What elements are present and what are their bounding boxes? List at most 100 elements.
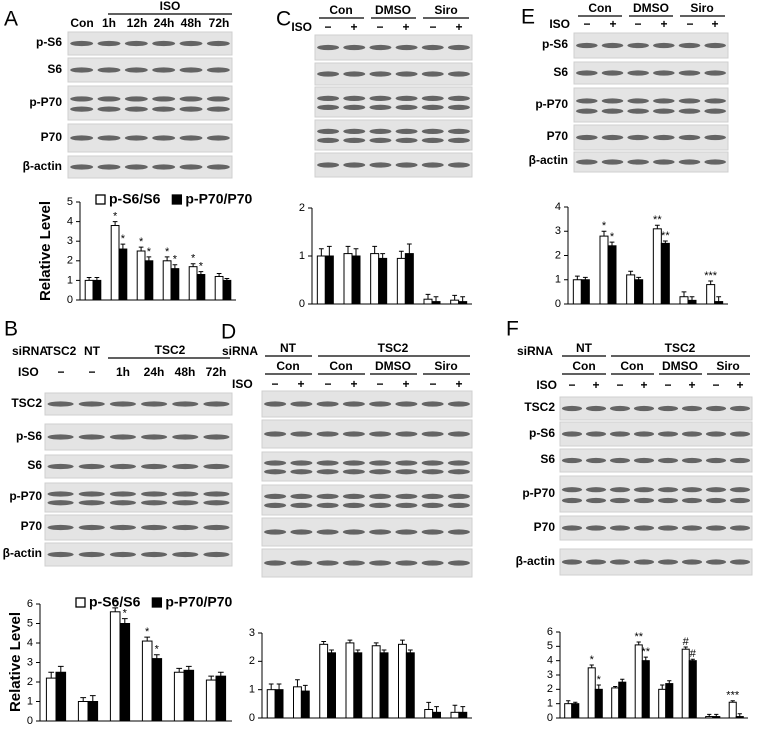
blot-band bbox=[704, 70, 726, 76]
blot-band bbox=[316, 560, 339, 566]
blot-band bbox=[342, 401, 365, 407]
blot-band bbox=[264, 401, 287, 407]
row-label: β-actin bbox=[516, 554, 555, 568]
blot-band bbox=[317, 71, 340, 77]
blot-band bbox=[633, 559, 655, 565]
y-tick-label: 2 bbox=[547, 683, 553, 695]
bar bbox=[266, 689, 276, 719]
error-bar bbox=[643, 656, 648, 661]
sirna-group: TSC2 bbox=[665, 341, 696, 355]
blot-band bbox=[78, 463, 105, 470]
bar bbox=[77, 701, 89, 722]
error-bar bbox=[112, 607, 119, 612]
error-bar bbox=[601, 230, 607, 237]
bar bbox=[594, 688, 603, 719]
bar bbox=[687, 299, 697, 305]
blot-band bbox=[124, 135, 148, 141]
group-label: Siro bbox=[434, 3, 457, 17]
blot-band bbox=[290, 560, 313, 566]
iso-label: ISO bbox=[160, 0, 181, 13]
blot-band bbox=[97, 40, 121, 47]
blot-strip bbox=[573, 124, 729, 151]
blot-band bbox=[179, 135, 203, 141]
error-bar bbox=[138, 246, 144, 251]
row-label: p-S6 bbox=[529, 426, 555, 440]
significance-label: * bbox=[145, 626, 150, 638]
blot-band bbox=[653, 108, 675, 114]
significance-label: # bbox=[683, 636, 690, 648]
group-label: Con bbox=[588, 1, 611, 15]
bar bbox=[214, 275, 224, 301]
blot-band bbox=[585, 487, 607, 493]
treatment-sign: + bbox=[640, 378, 647, 392]
error-bar bbox=[730, 700, 735, 703]
blot-band bbox=[678, 159, 701, 165]
panel-letter: D bbox=[221, 321, 236, 344]
blot-band bbox=[70, 96, 94, 102]
error-bar bbox=[609, 241, 615, 246]
treatment-sign: + bbox=[660, 17, 667, 31]
blot-band bbox=[609, 487, 631, 493]
blot-band bbox=[447, 162, 470, 168]
blot-band bbox=[609, 457, 631, 464]
blot-band bbox=[203, 401, 230, 407]
blot-band bbox=[447, 128, 470, 134]
blot-band bbox=[316, 460, 339, 466]
blot-band bbox=[421, 460, 444, 466]
row-label: TSC2 bbox=[524, 400, 555, 414]
error-bar bbox=[321, 641, 327, 645]
y-tick-label: 5 bbox=[547, 640, 553, 652]
blot-band bbox=[317, 104, 340, 110]
blot-band bbox=[609, 497, 631, 504]
blot-band bbox=[633, 405, 655, 412]
sirna-label: siRNA bbox=[12, 344, 48, 358]
bar bbox=[432, 711, 441, 719]
error-bar bbox=[372, 245, 378, 254]
error-bar bbox=[355, 649, 361, 653]
treatment-sign: − bbox=[324, 20, 331, 34]
blot-band bbox=[447, 95, 470, 101]
blot-band bbox=[203, 524, 230, 531]
y-tick-label: 3 bbox=[249, 627, 255, 639]
error-bar bbox=[690, 658, 695, 661]
blot-band bbox=[627, 98, 649, 104]
significance-label: *** bbox=[704, 270, 718, 282]
blot-strip bbox=[44, 514, 233, 541]
panel-letter: C bbox=[276, 8, 291, 31]
blot-band bbox=[681, 559, 703, 565]
blot-band bbox=[152, 164, 176, 170]
blot-band bbox=[705, 487, 727, 493]
blot-band bbox=[447, 560, 470, 566]
blot-band bbox=[561, 457, 583, 464]
blot-band bbox=[601, 134, 624, 141]
error-bar bbox=[460, 706, 466, 713]
blot-band bbox=[179, 106, 203, 112]
blot-band bbox=[290, 469, 313, 475]
blot-band bbox=[47, 491, 74, 497]
blot-strip bbox=[314, 152, 473, 178]
bar bbox=[205, 679, 217, 722]
treatment-sign: − bbox=[664, 378, 671, 392]
sirna-group: NT bbox=[280, 341, 297, 355]
blot-band bbox=[179, 96, 203, 102]
blot-band bbox=[140, 463, 168, 470]
error-bar bbox=[636, 641, 641, 645]
blot-band bbox=[729, 431, 751, 437]
bar bbox=[712, 716, 721, 719]
blot-band bbox=[447, 44, 470, 51]
blot-band bbox=[70, 164, 94, 170]
blot-band bbox=[316, 401, 339, 407]
blot-band bbox=[609, 405, 631, 412]
error-bar bbox=[406, 243, 412, 254]
treatment-sign: + bbox=[609, 17, 616, 31]
blot-strip bbox=[559, 396, 753, 421]
blot-band bbox=[343, 71, 366, 77]
blot-strip bbox=[314, 62, 473, 86]
row-label: p-P70 bbox=[522, 486, 555, 500]
blot-band bbox=[395, 162, 418, 168]
error-bar bbox=[373, 642, 379, 646]
error-bar bbox=[190, 263, 196, 267]
blot-band bbox=[78, 500, 105, 506]
error-bar bbox=[89, 695, 96, 702]
blot-band bbox=[447, 502, 470, 508]
